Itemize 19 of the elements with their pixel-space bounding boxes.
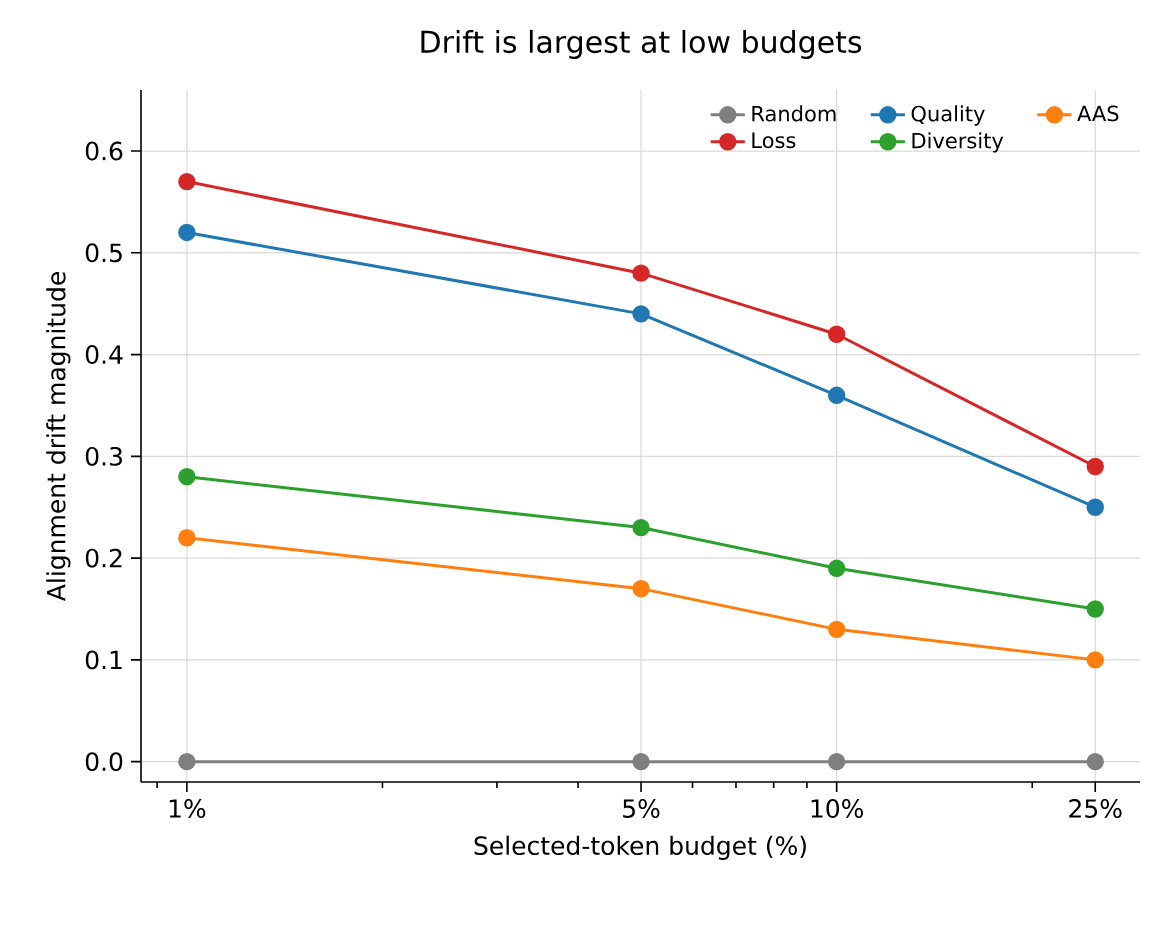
y-tick-label: 0.0 <box>85 752 123 772</box>
legend-label: Random <box>752 105 836 122</box>
x-tick-label: 1% <box>169 799 206 818</box>
legend-label: AAS <box>1077 105 1119 122</box>
y-tick-label: 0.3 <box>85 446 122 466</box>
y-tick-label: 0.1 <box>85 650 122 670</box>
y-tick-label: 0.2 <box>85 548 122 568</box>
x-axis-title: Selected-token budget (%) <box>474 835 806 860</box>
x-tick-label: 5% <box>623 799 660 818</box>
x-tick-label: 25% <box>1069 799 1122 818</box>
chart-title: Drift is largest at low budgets <box>421 29 862 59</box>
x-tick-label: 10% <box>811 799 864 818</box>
y-tick-label: 0.6 <box>85 141 123 161</box>
legend-label: Loss <box>752 132 796 149</box>
legend-label: Diversity <box>912 132 1004 153</box>
y-tick-label: 0.4 <box>85 345 123 365</box>
y-axis-title: Alignment drift magnitude <box>46 272 71 602</box>
legend-label: Quality <box>911 105 985 126</box>
y-tick-label: 0.5 <box>85 243 122 263</box>
